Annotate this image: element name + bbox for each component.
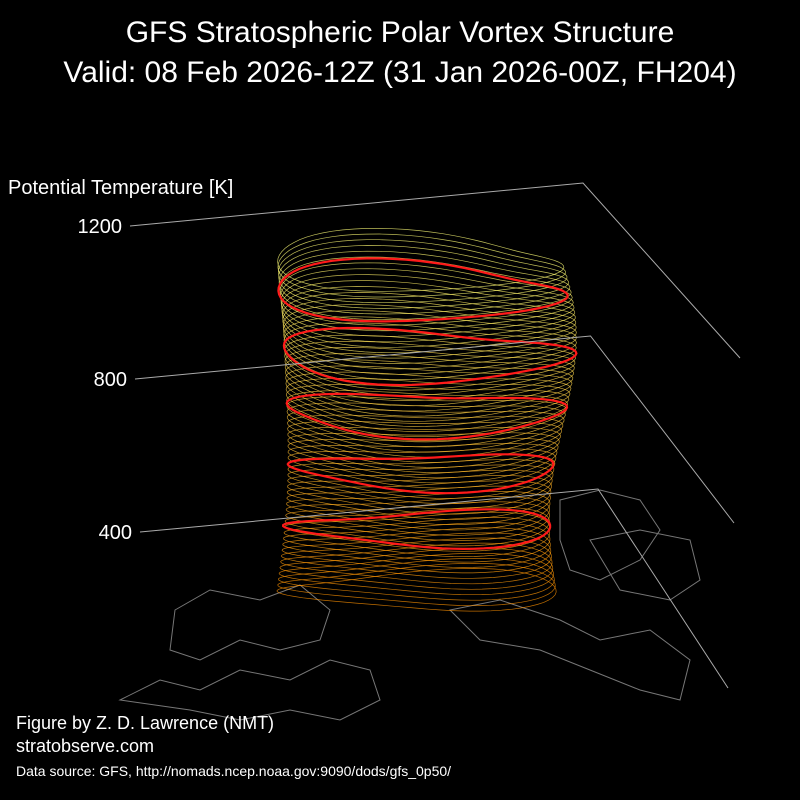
tick-line: [129, 182, 741, 359]
axis: 400 800 1200: [78, 182, 741, 689]
y-axis-label: Potential Temperature [K]: [8, 177, 233, 199]
credit: stratobserve.com: [16, 736, 154, 756]
isentrope: [280, 537, 552, 579]
isentrope: [284, 340, 576, 396]
isentrope: [282, 298, 577, 359]
vortex-edge-contour: [286, 453, 555, 495]
isentrope: [286, 390, 569, 438]
tick-line: [134, 335, 735, 524]
isentrope: [282, 527, 551, 568]
isentrope: [277, 233, 566, 298]
isentrope: [283, 517, 551, 558]
vortex-edge-contour: [282, 326, 578, 387]
isentrope: [277, 227, 565, 292]
isentrope: [281, 532, 552, 574]
isentrope: [287, 426, 561, 468]
vortex-edge-contour: [277, 257, 569, 323]
y-tick-label: 1200: [78, 216, 123, 238]
isentrope: [283, 322, 577, 380]
y-tick-label: 800: [94, 369, 127, 391]
isentrope: [283, 310, 577, 370]
isentrope: [286, 408, 565, 453]
vortex-edge-contour: [285, 392, 569, 441]
isentrope: [286, 402, 566, 448]
isentrope: [287, 464, 554, 505]
tick-line: [139, 488, 729, 689]
isentrope: [286, 485, 551, 526]
isentrope: [284, 347, 575, 401]
isentrope: [286, 396, 567, 443]
isentrope: [277, 557, 555, 601]
isentrope: [276, 568, 557, 612]
isentrope: [287, 448, 557, 489]
isentrope: [278, 245, 569, 309]
isentrope: [285, 377, 571, 427]
coastline: [118, 659, 381, 721]
credit: Data source: GFS, http://nomads.ncep.noa…: [16, 763, 451, 779]
isentrope: [283, 522, 551, 563]
isentrope: [281, 280, 576, 343]
credit: Figure by Z. D. Lawrence (NMT): [16, 713, 274, 733]
isentrope: [285, 496, 551, 536]
isentrope: [280, 542, 553, 585]
isentrope: [285, 359, 574, 412]
vortex-edge-contour: [281, 508, 552, 551]
isentrope: [282, 304, 577, 364]
isentrope: [278, 552, 554, 596]
coastline: [589, 529, 701, 601]
isentrope: [287, 469, 553, 510]
isentrope: [284, 506, 550, 547]
coastline: [559, 489, 661, 581]
isentrope: [277, 239, 568, 304]
isentrope: [287, 437, 559, 479]
coastline: [169, 584, 331, 661]
isentrope: [287, 459, 555, 499]
isentrope: [277, 562, 556, 607]
isentrope: [280, 274, 575, 337]
y-tick-label: 400: [99, 522, 132, 544]
chart-subtitle: Valid: 08 Feb 2026-12Z (31 Jan 2026-00Z,…: [63, 56, 736, 89]
chart-title: GFS Stratospheric Polar Vortex Structure: [126, 16, 675, 49]
coastlines: [118, 489, 701, 721]
coastline: [448, 599, 691, 701]
isentrope: [287, 443, 558, 484]
isentrope: [284, 334, 576, 391]
isentrope: [285, 501, 550, 541]
vortex: [276, 227, 578, 612]
isentrope: [285, 365, 573, 417]
